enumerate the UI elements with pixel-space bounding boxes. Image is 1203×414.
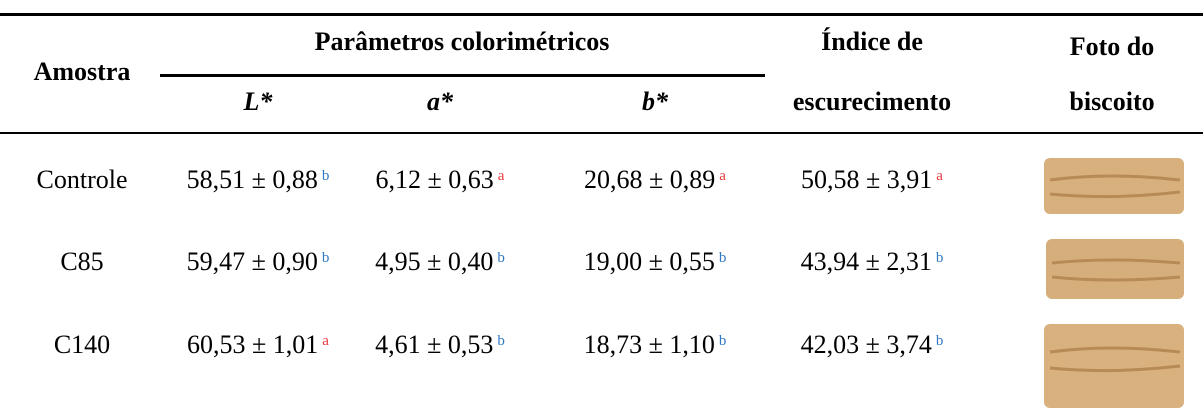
significance-letter: b bbox=[322, 168, 330, 184]
header-rule bbox=[0, 132, 1203, 134]
value: 20,68 ± 0,89 bbox=[584, 165, 715, 194]
significance-letter: a bbox=[719, 168, 726, 184]
header-index: escurecimento bbox=[793, 89, 951, 115]
biscuit-photo bbox=[1040, 233, 1188, 305]
biscuit-photo bbox=[1040, 150, 1188, 222]
value: 60,53 ± 1,01 bbox=[187, 330, 318, 359]
value: 58,51 ± 0,88 bbox=[187, 165, 318, 194]
value: 19,00 ± 0,55 bbox=[584, 247, 715, 276]
header-sample: Amostra bbox=[34, 59, 131, 85]
significance-letter: a bbox=[936, 168, 943, 184]
header-col: L* bbox=[244, 89, 273, 115]
value: 59,47 ± 0,90 bbox=[187, 247, 318, 276]
biscuit-photo bbox=[1040, 316, 1188, 414]
value: 42,03 ± 3,74 bbox=[801, 330, 932, 359]
significance-letter: b bbox=[719, 250, 727, 266]
value: 4,61 ± 0,53 bbox=[375, 330, 493, 359]
sample-name: C140 bbox=[54, 332, 110, 358]
header-col: b* bbox=[642, 89, 668, 115]
significance-letter: a bbox=[322, 333, 329, 349]
header-photo: Foto do bbox=[1070, 34, 1155, 60]
value: 4,95 ± 0,40 bbox=[375, 247, 493, 276]
group-rule bbox=[160, 74, 765, 77]
significance-letter: b bbox=[936, 333, 944, 349]
value: 43,94 ± 2,31 bbox=[801, 247, 932, 276]
table-page: Amostra Parâmetros colorimétricos L* a* … bbox=[0, 0, 1203, 414]
significance-letter: b bbox=[936, 250, 944, 266]
significance-letter: b bbox=[497, 250, 505, 266]
value: 6,12 ± 0,63 bbox=[376, 165, 494, 194]
sample-name: C85 bbox=[60, 249, 103, 275]
top-rule bbox=[0, 13, 1203, 16]
significance-letter: b bbox=[497, 333, 505, 349]
sample-name: Controle bbox=[37, 167, 128, 193]
significance-letter: a bbox=[498, 168, 505, 184]
value: 50,58 ± 3,91 bbox=[801, 165, 932, 194]
header-index: Índice de bbox=[821, 29, 923, 55]
value: 18,73 ± 1,10 bbox=[584, 330, 715, 359]
header-col: a* bbox=[427, 89, 453, 115]
significance-letter: b bbox=[719, 333, 727, 349]
header-group: Parâmetros colorimétricos bbox=[315, 29, 610, 55]
header-photo: biscoito bbox=[1069, 89, 1154, 115]
significance-letter: b bbox=[322, 250, 330, 266]
